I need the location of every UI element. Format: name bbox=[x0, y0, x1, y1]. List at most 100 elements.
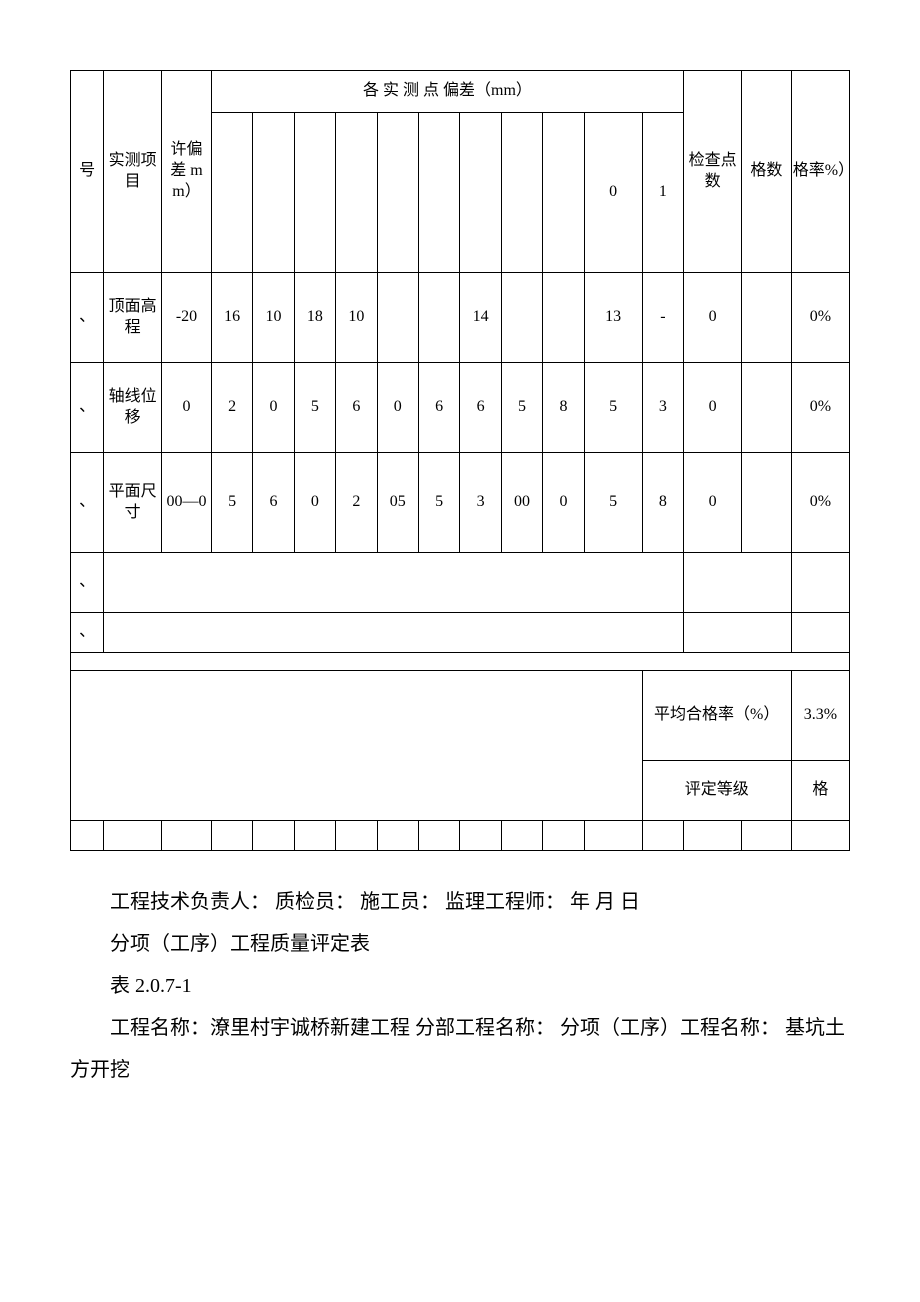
table-cell: 0 bbox=[684, 363, 742, 453]
table-cell: 顶面高程 bbox=[104, 273, 162, 363]
table-cell: 0 bbox=[684, 273, 742, 363]
table-cell: 0 bbox=[162, 363, 212, 453]
table-cell bbox=[742, 273, 792, 363]
table-cell: 8 bbox=[642, 453, 683, 553]
header-c4 bbox=[336, 113, 377, 273]
table-cell: 0 bbox=[377, 363, 418, 453]
table-cell: 5 bbox=[211, 453, 252, 553]
table-cell: 16 bbox=[211, 273, 252, 363]
table-cell bbox=[377, 273, 418, 363]
table-cell bbox=[543, 273, 584, 363]
table-cell: 0 bbox=[543, 453, 584, 553]
table-cell: 5 bbox=[584, 453, 642, 553]
table-cell bbox=[377, 821, 418, 851]
header-c8 bbox=[501, 113, 542, 273]
table-cell bbox=[791, 553, 849, 613]
table-cell bbox=[104, 553, 684, 613]
table-cell: 0 bbox=[294, 453, 335, 553]
table-cell: 3 bbox=[460, 453, 501, 553]
table-cell bbox=[336, 821, 377, 851]
header-pass-rate: 格率%） bbox=[791, 71, 849, 273]
table-cell bbox=[162, 821, 212, 851]
table-cell: 6 bbox=[336, 363, 377, 453]
header-deviation-title: 各 实 测 点 偏差（mm） bbox=[211, 71, 683, 113]
table-cell bbox=[791, 821, 849, 851]
table-cell: 2 bbox=[336, 453, 377, 553]
header-item: 实测项目 bbox=[104, 71, 162, 273]
header-c11: 1 bbox=[642, 113, 683, 273]
table-cell: 平面尺寸 bbox=[104, 453, 162, 553]
table-cell: - bbox=[642, 273, 683, 363]
table-cell bbox=[684, 613, 792, 653]
table-cell: 6 bbox=[418, 363, 459, 453]
avg-rate-label: 平均合格率（%） bbox=[642, 671, 791, 761]
header-c9 bbox=[543, 113, 584, 273]
table-cell: 0% bbox=[791, 363, 849, 453]
table-cell: 10 bbox=[336, 273, 377, 363]
table-cell: 05 bbox=[377, 453, 418, 553]
table-cell: 0% bbox=[791, 453, 849, 553]
table-cell: 10 bbox=[253, 273, 294, 363]
table-cell: 5 bbox=[418, 453, 459, 553]
header-pass-count: 格数 bbox=[742, 71, 792, 273]
table-cell: 18 bbox=[294, 273, 335, 363]
table-cell bbox=[543, 821, 584, 851]
header-check-points: 检查点数 bbox=[684, 71, 742, 273]
table-cell bbox=[742, 453, 792, 553]
table-cell bbox=[104, 613, 684, 653]
table-cell bbox=[584, 821, 642, 851]
table-cell bbox=[684, 553, 792, 613]
table-cell: 00—0 bbox=[162, 453, 212, 553]
table-cell bbox=[742, 363, 792, 453]
table-cell bbox=[104, 821, 162, 851]
header-c10: 0 bbox=[584, 113, 642, 273]
table-cell bbox=[211, 821, 252, 851]
header-c5 bbox=[377, 113, 418, 273]
table-cell: 、 bbox=[71, 453, 104, 553]
table-cell bbox=[460, 821, 501, 851]
table-cell: 、 bbox=[71, 553, 104, 613]
table-cell bbox=[418, 821, 459, 851]
header-c1 bbox=[211, 113, 252, 273]
table-cell: 0% bbox=[791, 273, 849, 363]
header-c6 bbox=[418, 113, 459, 273]
table-cell bbox=[71, 653, 850, 671]
signatures-line: 工程技术负责人： 质检员： 施工员： 监理工程师： 年 月 日 bbox=[70, 881, 850, 923]
form-title: 分项（工序）工程质量评定表 bbox=[70, 923, 850, 965]
table-cell bbox=[501, 821, 542, 851]
table-cell bbox=[71, 821, 104, 851]
table-cell: 8 bbox=[543, 363, 584, 453]
table-cell: 0 bbox=[253, 363, 294, 453]
table-cell: 14 bbox=[460, 273, 501, 363]
table-cell: 0 bbox=[684, 453, 742, 553]
table-cell bbox=[253, 821, 294, 851]
table-cell: -20 bbox=[162, 273, 212, 363]
table-cell bbox=[642, 821, 683, 851]
project-line: 工程名称：潦里村宇诚桥新建工程 分部工程名称： 分项（工序）工程名称： 基坑土方… bbox=[70, 1007, 850, 1091]
form-number: 表 2.0.7-1 bbox=[70, 965, 850, 1007]
grade-label: 评定等级 bbox=[642, 761, 791, 821]
header-c2 bbox=[253, 113, 294, 273]
table-cell: 、 bbox=[71, 363, 104, 453]
table-cell bbox=[501, 273, 542, 363]
table-cell: 00 bbox=[501, 453, 542, 553]
quality-table: 号 实测项目 许偏差 mm） 各 实 测 点 偏差（mm） 检查点数 格数 格率… bbox=[70, 70, 850, 851]
table-cell bbox=[418, 273, 459, 363]
table-cell: 2 bbox=[211, 363, 252, 453]
grade-value: 格 bbox=[791, 761, 849, 821]
table-cell: 6 bbox=[460, 363, 501, 453]
table-cell: 13 bbox=[584, 273, 642, 363]
header-tolerance: 许偏差 mm） bbox=[162, 71, 212, 273]
table-cell bbox=[791, 613, 849, 653]
header-c3 bbox=[294, 113, 335, 273]
table-cell: 3 bbox=[642, 363, 683, 453]
summary-blank bbox=[71, 671, 643, 821]
body-text: 工程技术负责人： 质检员： 施工员： 监理工程师： 年 月 日 分项（工序）工程… bbox=[70, 881, 850, 1091]
header-num: 号 bbox=[71, 71, 104, 273]
header-c7 bbox=[460, 113, 501, 273]
avg-rate-value: 3.3% bbox=[791, 671, 849, 761]
table-cell: 、 bbox=[71, 273, 104, 363]
table-cell: 5 bbox=[501, 363, 542, 453]
table-cell: 6 bbox=[253, 453, 294, 553]
table-cell: 、 bbox=[71, 613, 104, 653]
